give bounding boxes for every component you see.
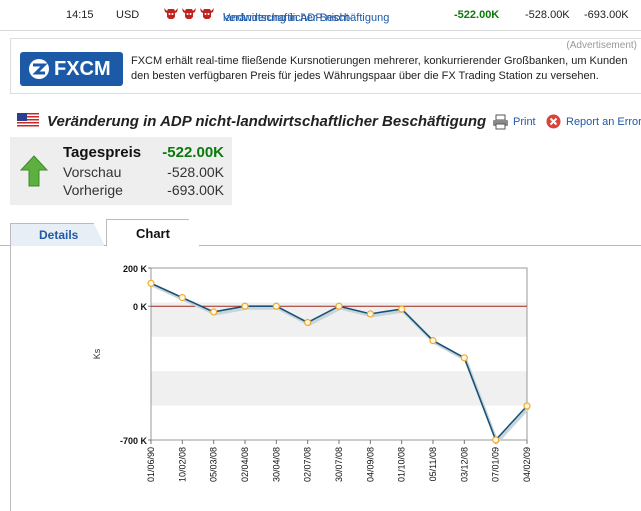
tab-bar: Details Chart [0,219,641,247]
x-tick-label: 30/07/08 [334,447,344,482]
x-tick-label: 10/02/08 [177,447,187,482]
up-arrow-icon [20,155,48,187]
data-point [492,436,500,444]
event-title-line1: Veränderung in ADP nicht- [223,12,353,24]
bull-icon [182,8,196,19]
x-tick-label: 05/03/08 [209,447,219,482]
ad-text[interactable]: FXCM erhält real-time fließende Kursnoti… [131,55,628,82]
event-forecast: -528.00K [525,9,570,21]
page-header: Veränderung in ADP nicht-landwirtschaftl… [0,108,641,134]
tab-chart[interactable]: Chart [106,219,200,247]
fxcm-logo[interactable]: FXCM [20,52,123,86]
forecast-label: Vorschau [63,164,122,180]
data-point [147,279,155,287]
fxcm-logo-text: FXCM [54,57,111,80]
data-point [366,310,374,318]
bull-icon [200,8,214,19]
bull-icon [164,8,178,19]
printer-icon [493,114,508,130]
ad-tag: (Advertisement) [566,40,637,51]
x-tick-label: 01/10/08 [397,447,407,482]
data-point [178,294,186,302]
price-summary: Tagespreis -522.00K Vorschau -528.00K Vo… [10,137,232,205]
y-tick-label: 200 K [123,264,148,274]
print-link[interactable]: Print [492,114,536,130]
event-title-line2: landwirtschaftlicher Beschäftigung [223,12,390,24]
data-point [523,402,531,410]
y-tick-label: -700 K [120,436,148,446]
x-tick-label: 01/06/90 [146,447,156,482]
grid-band [151,371,527,406]
line-chart: 200 K 0 K -700 K Ks 01/06/90 10/02/08 05/03/08… [92,264,532,482]
us-flag-icon [17,113,39,128]
forecast-value: -528.00K [167,164,224,180]
y-tick-label: 0 K [133,302,148,312]
x-tick-label: 07/01/09 [491,447,501,482]
x-tick-label: 02/07/08 [303,447,313,482]
x-tick-label: 03/12/08 [459,447,469,482]
page-title: Veränderung in ADP nicht-landwirtschaftl… [47,113,487,130]
actual-label: Tagespreis [63,144,142,161]
report-error-label: Report an Error [566,115,641,128]
previous-value: -693.00K [167,182,224,198]
actual-value: -522.00K [162,144,224,161]
x-tick-label: 02/04/08 [240,447,250,482]
data-point [210,308,218,316]
data-point [460,354,468,362]
data-point [429,337,437,345]
advertisement-banner[interactable]: (Advertisement) FXCM FXCM erhält real-ti… [10,38,641,94]
event-row[interactable]: 14:15 USD Veränderung in ADP nicht- land… [0,0,641,31]
data-point [272,302,280,310]
fxcm-logo-icon [29,59,49,79]
x-tick-label: 04/02/09 [522,447,532,482]
report-error-link[interactable]: Report an Error [546,114,641,129]
data-point [398,305,406,313]
x-tick-label: 05/11/08 [428,447,438,481]
x-tick-label: 04/09/08 [365,447,375,482]
y-axis-label: Ks [92,348,102,359]
print-label: Print [513,116,536,128]
tab-details[interactable]: Details [10,223,105,246]
data-point [335,302,343,310]
previous-label: Vorherige [63,182,123,198]
data-point [241,302,249,310]
event-currency: USD [116,9,140,21]
importance-bulls [163,6,215,20]
event-time: 14:15 [66,9,94,21]
event-actual: -522.00K [454,9,500,21]
event-previous: -693.00K [584,9,629,21]
x-tick-label: 30/04/08 [271,447,281,482]
error-icon [546,114,561,129]
chart-panel: 200 K 0 K -700 K Ks 01/06/90 10/02/08 05/03/08… [10,246,641,511]
data-point [304,318,312,327]
plot-area [150,267,528,441]
